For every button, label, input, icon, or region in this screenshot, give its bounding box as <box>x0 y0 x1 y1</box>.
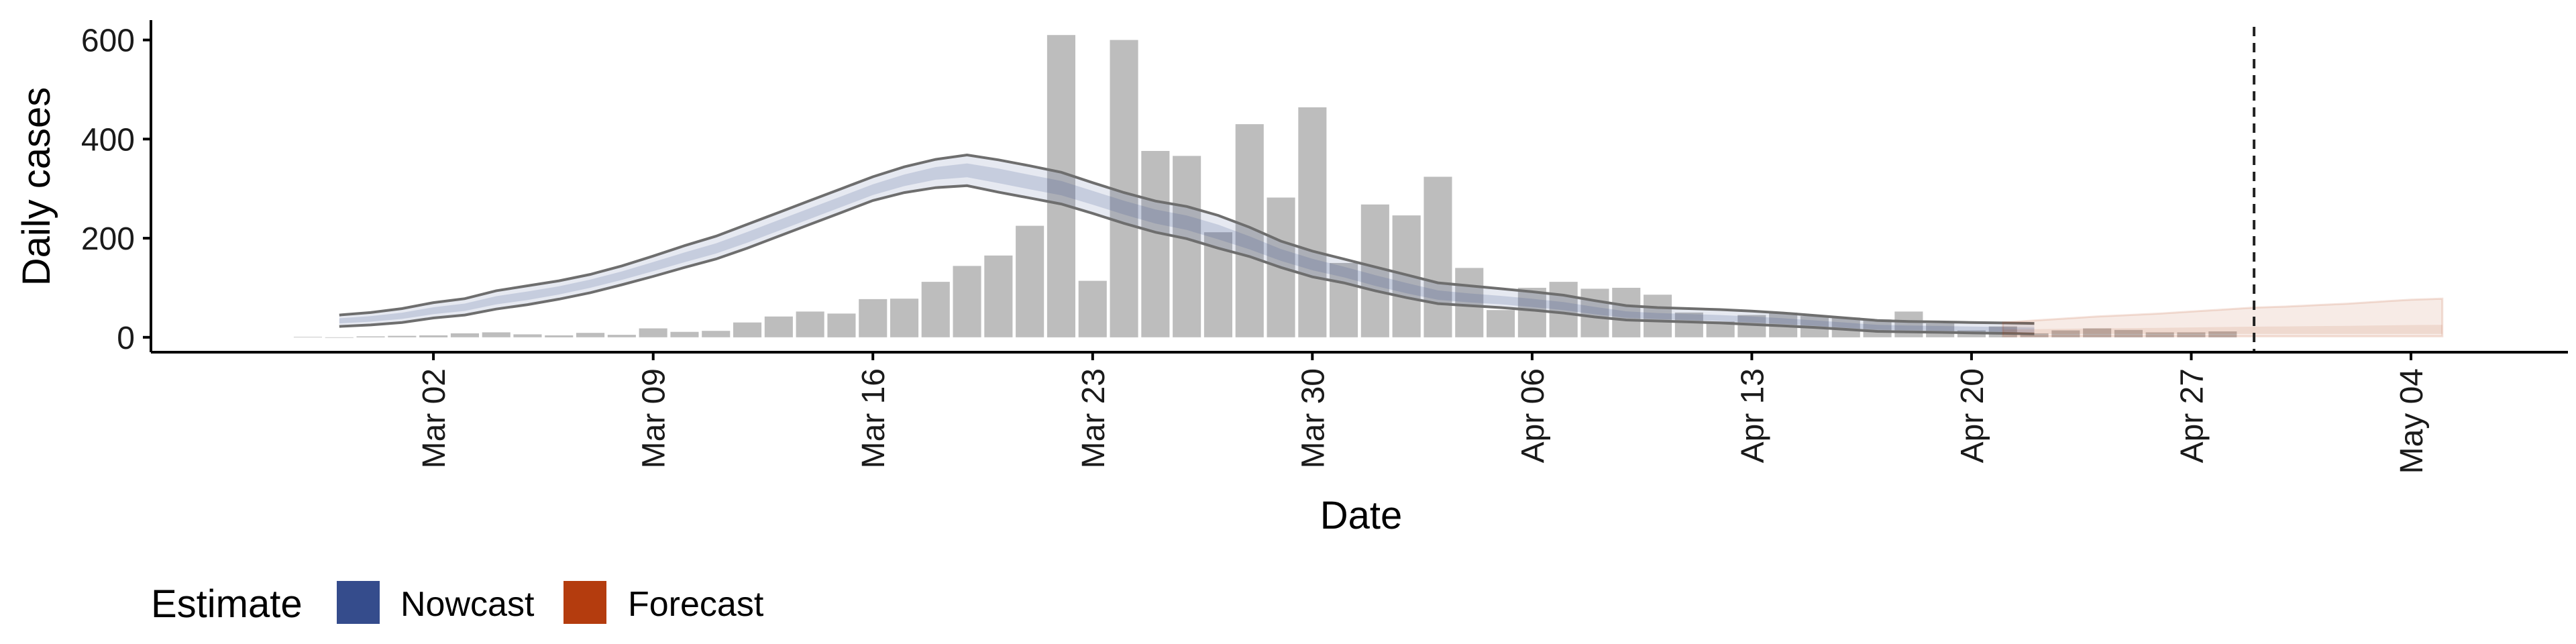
y-tick-label: 0 <box>117 321 135 356</box>
case-bar <box>607 335 636 337</box>
x-axis-title: Date <box>1320 494 1403 537</box>
case-bar <box>2020 333 2049 337</box>
case-bar <box>1360 204 1389 337</box>
case-bar <box>1674 312 1703 337</box>
nowcast-lower-line <box>339 184 2035 335</box>
case-bar <box>1863 319 1892 337</box>
case-bar <box>1580 288 1609 337</box>
x-tick-label: Mar 02 <box>417 368 452 468</box>
case-bar <box>513 334 542 337</box>
case-bar <box>450 333 479 337</box>
nowcast-upper-line <box>339 153 2035 325</box>
case-bar <box>1612 288 1641 337</box>
case-bar <box>2051 330 2080 337</box>
forecast-inner-band <box>2002 325 2443 334</box>
case-bar <box>1517 288 1546 337</box>
x-ticks: Mar 02 Mar 09 Mar 16 Mar 23 Mar 30 Apr 06 Apr … <box>417 352 2430 474</box>
case-bar <box>1330 263 1358 337</box>
case-bar <box>953 266 981 337</box>
case-bar <box>2208 331 2237 337</box>
case-bar <box>890 299 919 337</box>
case-bar <box>796 311 824 337</box>
case-bar <box>639 328 667 337</box>
case-bar <box>545 335 574 337</box>
case-bar <box>356 336 385 337</box>
x-tick-label: May 04 <box>2394 368 2430 474</box>
legend-label-nowcast: Nowcast <box>400 585 535 624</box>
case-bar <box>1644 294 1672 337</box>
forecast-band <box>2002 297 2444 337</box>
case-bar <box>1298 107 1327 337</box>
case-bar <box>1078 280 1107 337</box>
x-tick-label: Apr 20 <box>1955 368 1990 463</box>
case-bar <box>482 332 511 337</box>
x-tick-label: Apr 27 <box>2175 368 2210 463</box>
case-bar <box>2145 332 2174 337</box>
case-bar <box>576 333 605 337</box>
case-bar <box>921 282 950 337</box>
x-tick-label: Apr 13 <box>1735 368 1770 463</box>
x-tick-label: Mar 09 <box>637 368 672 468</box>
case-bar <box>733 322 762 337</box>
x-tick-label: Mar 30 <box>1295 368 1331 468</box>
x-tick-label: Mar 23 <box>1076 368 1112 468</box>
case-bar <box>702 331 731 337</box>
legend-swatch-nowcast <box>337 581 380 624</box>
case-bar <box>1455 268 1484 337</box>
case-bar <box>1046 35 1075 337</box>
case-bar <box>325 337 354 338</box>
case-bar <box>1706 321 1735 337</box>
legend-label-forecast: Forecast <box>628 585 764 624</box>
case-bar <box>1016 225 1044 337</box>
case-bar <box>670 331 699 337</box>
y-tick-label: 400 <box>81 122 135 158</box>
case-bar <box>2114 329 2143 337</box>
y-ticks: 0 200 400 600 <box>81 23 151 356</box>
y-tick-label: 600 <box>81 23 135 59</box>
legend: Estimate Nowcast Forecast <box>151 581 764 626</box>
legend-title: Estimate <box>151 582 303 626</box>
axes <box>150 20 2568 354</box>
plot-area <box>293 27 2444 352</box>
case-bar <box>2177 332 2206 337</box>
x-tick-label: Mar 16 <box>856 368 892 468</box>
y-tick-label: 200 <box>81 221 135 257</box>
case-bar <box>1487 310 1515 337</box>
case-bar <box>827 313 856 337</box>
case-bar <box>1424 176 1452 337</box>
case-bar <box>1141 151 1170 337</box>
legend-swatch-forecast <box>564 581 606 624</box>
case-bar <box>1926 323 1955 337</box>
y-axis-title: Daily cases <box>15 87 58 286</box>
case-bar <box>419 335 448 337</box>
case-bar <box>984 255 1013 337</box>
case-bar <box>388 335 417 337</box>
case-bar <box>764 316 793 337</box>
case-bar <box>2083 328 2112 337</box>
x-tick-label: Apr 06 <box>1515 368 1551 463</box>
case-bar <box>1173 156 1201 337</box>
case-bar <box>1831 317 1860 337</box>
case-bar <box>1549 282 1578 337</box>
case-bar <box>859 299 888 337</box>
